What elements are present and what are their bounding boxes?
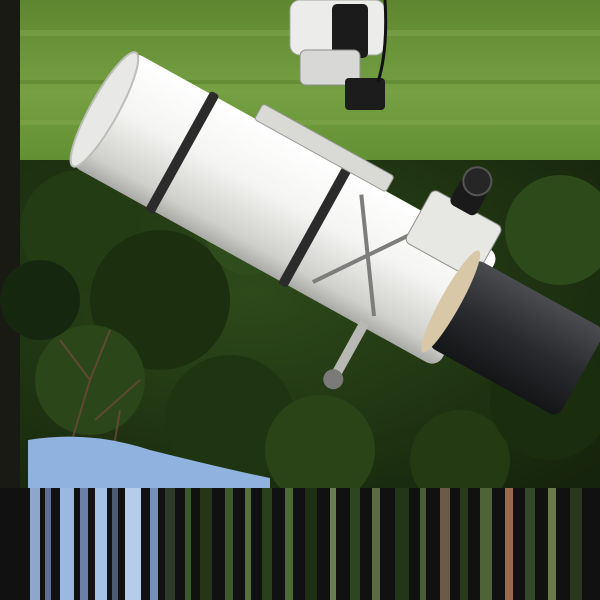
telescope xyxy=(69,51,600,415)
telescope-tube xyxy=(73,54,496,364)
sky-patch xyxy=(28,436,270,492)
rear-struts xyxy=(311,194,424,317)
tube-front-end xyxy=(69,51,140,168)
support-rod xyxy=(331,319,370,378)
dew-shield-rim xyxy=(421,250,481,353)
focuser-wheel xyxy=(462,166,493,197)
tube-ring-front xyxy=(145,91,219,214)
mount-head xyxy=(289,0,388,110)
stripe-band xyxy=(0,488,600,600)
tube-ring-rear xyxy=(278,165,352,288)
support-rod-knob xyxy=(323,369,344,390)
dew-shield xyxy=(430,261,600,415)
dovetail-bar xyxy=(254,104,394,192)
